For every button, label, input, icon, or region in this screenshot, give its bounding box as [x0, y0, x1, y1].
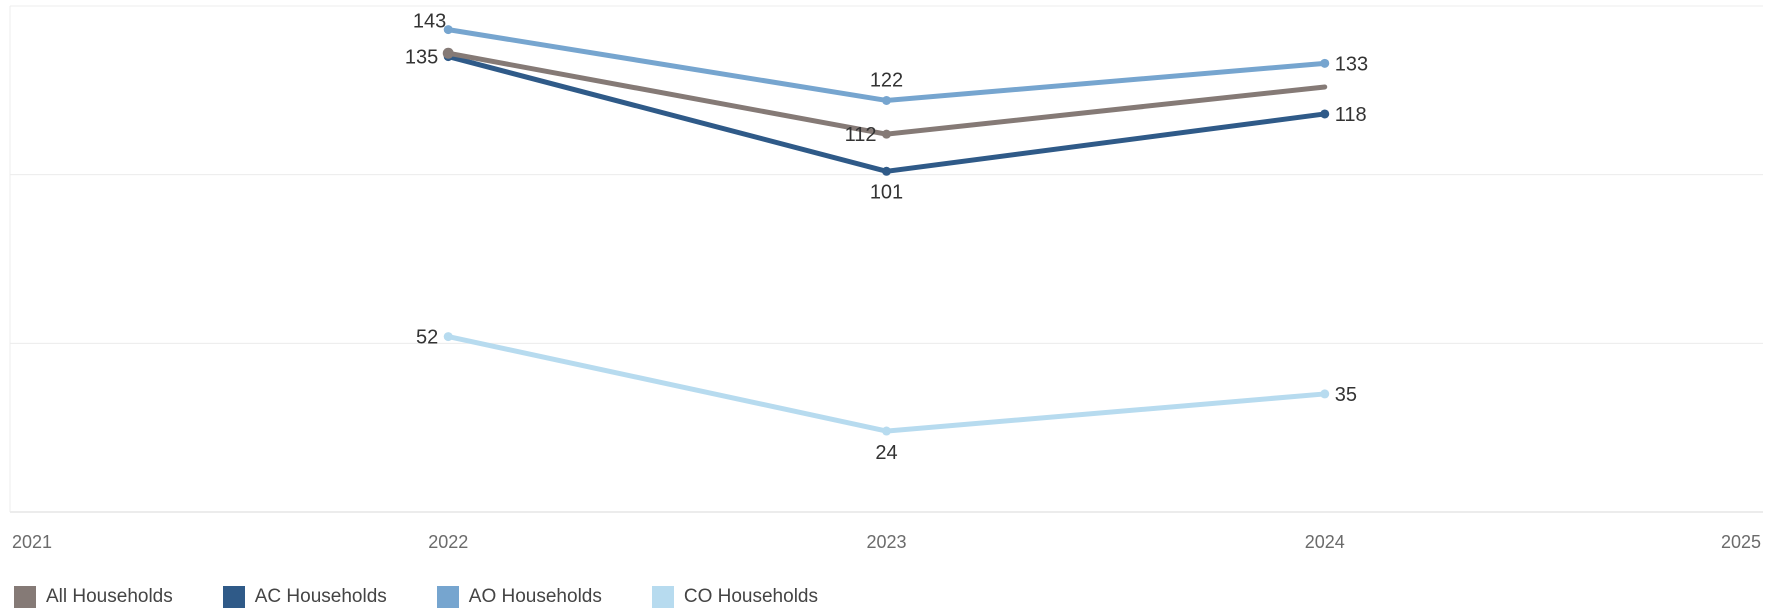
data-point: [1320, 58, 1330, 68]
legend: All Households AC Households AO Households…: [14, 586, 868, 608]
data-label: 52: [416, 327, 438, 349]
data-label: 135: [405, 47, 438, 69]
series-lines: [442, 25, 1330, 436]
data-labels: 112 135 101 118 143 122 133 52 24 35: [405, 11, 1368, 464]
x-tick-label: 2021: [12, 532, 52, 552]
legend-label: AC Households: [254, 586, 387, 607]
legend-label: AO Households: [468, 586, 602, 607]
legend-label: CO Households: [683, 586, 818, 607]
data-point: [442, 47, 454, 59]
data-point: [882, 95, 891, 105]
legend-item[interactable]: AC Households: [222, 586, 387, 608]
data-point: [882, 426, 891, 436]
series-line-co-households: [445, 334, 1328, 434]
legend-item[interactable]: CO Households: [651, 586, 818, 608]
x-tick-label: 2022: [428, 532, 468, 552]
legend-swatch: [436, 586, 459, 608]
data-label: 143: [413, 11, 446, 33]
data-label: 112: [845, 124, 877, 146]
x-tick-label: 2023: [866, 532, 906, 552]
data-point: [443, 332, 453, 342]
data-point: [882, 166, 891, 176]
data-point: [1320, 109, 1330, 119]
x-tick-label: 2024: [1305, 532, 1345, 552]
data-label: 35: [1335, 384, 1357, 406]
x-tick-label: 2025: [1721, 532, 1761, 552]
data-label: 24: [875, 442, 897, 464]
x-axis: 2021 2022 2023 2024 2025: [12, 532, 1761, 552]
data-label: 133: [1335, 53, 1368, 75]
data-label: 122: [870, 69, 903, 91]
legend-item[interactable]: All Households: [14, 586, 173, 608]
legend-swatch: [222, 586, 245, 608]
legend-label: All Households: [46, 586, 173, 607]
data-point: [1320, 389, 1330, 399]
data-label: 101: [870, 181, 903, 203]
data-point: [443, 25, 453, 35]
data-label: 118: [1335, 104, 1367, 126]
legend-swatch: [651, 586, 674, 608]
legend-item[interactable]: AO Households: [436, 586, 602, 608]
legend-swatch: [14, 586, 36, 608]
data-point: [882, 129, 891, 139]
series-line-all-households: [445, 50, 1328, 137]
